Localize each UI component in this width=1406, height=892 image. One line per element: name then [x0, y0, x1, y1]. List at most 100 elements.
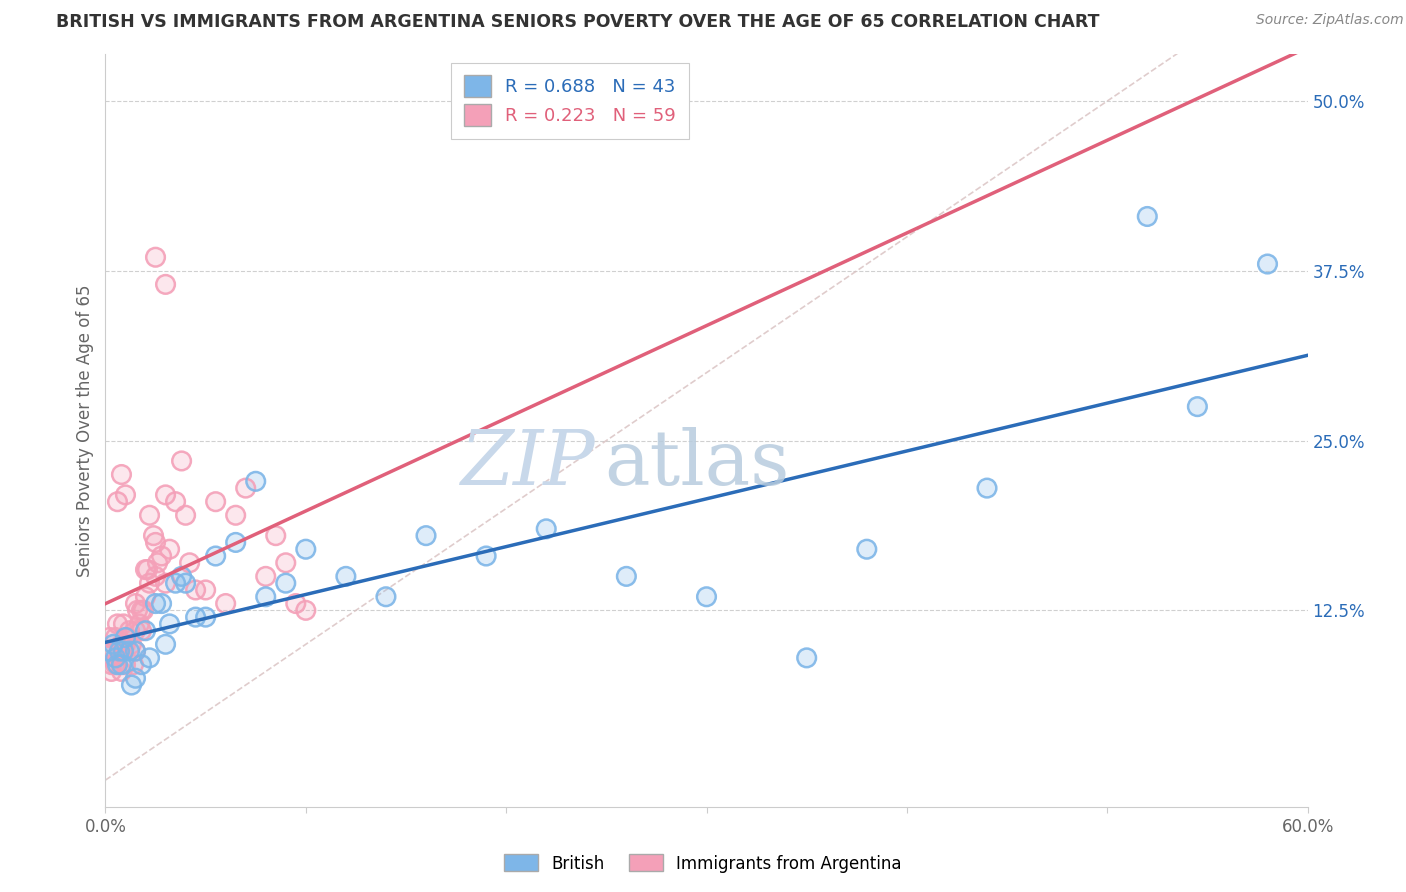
- Point: [145, 535, 167, 549]
- Point: [1136, 210, 1159, 224]
- Point: [118, 624, 141, 638]
- Point: [96, 644, 118, 658]
- Point: [124, 644, 146, 658]
- Point: [110, 665, 132, 679]
- Point: [174, 576, 197, 591]
- Point: [107, 657, 129, 672]
- Point: [184, 582, 207, 597]
- Point: [150, 549, 173, 563]
- Point: [108, 644, 131, 658]
- Point: [146, 556, 169, 570]
- Point: [150, 597, 173, 611]
- Point: [138, 651, 160, 665]
- Point: [114, 657, 136, 672]
- Point: [1187, 400, 1209, 414]
- Point: [415, 528, 437, 542]
- Point: [122, 657, 145, 672]
- Point: [155, 576, 177, 591]
- Point: [165, 494, 187, 508]
- Point: [114, 637, 136, 651]
- Point: [138, 508, 160, 523]
- Point: [100, 657, 122, 672]
- Point: [107, 616, 129, 631]
- Point: [696, 590, 718, 604]
- Point: [150, 597, 173, 611]
- Point: [274, 556, 297, 570]
- Point: [100, 657, 122, 672]
- Point: [374, 590, 398, 604]
- Point: [124, 671, 146, 685]
- Point: [124, 597, 146, 611]
- Point: [225, 535, 247, 549]
- Point: [1136, 210, 1159, 224]
- Point: [124, 644, 146, 658]
- Point: [107, 494, 129, 508]
- Point: [335, 569, 357, 583]
- Point: [1257, 257, 1279, 271]
- Point: [98, 644, 121, 658]
- Point: [170, 454, 193, 468]
- Point: [245, 475, 267, 489]
- Point: [150, 549, 173, 563]
- Point: [155, 637, 177, 651]
- Text: ZIP: ZIP: [461, 427, 596, 501]
- Point: [117, 631, 139, 645]
- Point: [104, 651, 127, 665]
- Point: [98, 631, 121, 645]
- Point: [135, 590, 157, 604]
- Point: [616, 569, 638, 583]
- Point: [136, 563, 159, 577]
- Point: [131, 657, 153, 672]
- Point: [138, 651, 160, 665]
- Point: [114, 631, 136, 645]
- Point: [159, 542, 181, 557]
- Point: [145, 569, 167, 583]
- Point: [131, 603, 153, 617]
- Point: [142, 528, 165, 542]
- Legend: R = 0.688   N = 43, R = 0.223   N = 59: R = 0.688 N = 43, R = 0.223 N = 59: [451, 62, 689, 139]
- Point: [616, 569, 638, 583]
- Point: [104, 631, 127, 645]
- Point: [110, 467, 132, 482]
- Point: [235, 481, 257, 495]
- Point: [103, 644, 125, 658]
- Point: [136, 563, 159, 577]
- Point: [254, 569, 277, 583]
- Point: [204, 494, 226, 508]
- Point: [165, 576, 187, 591]
- Point: [295, 603, 318, 617]
- Point: [128, 616, 150, 631]
- Point: [274, 576, 297, 591]
- Point: [117, 631, 139, 645]
- Point: [254, 590, 277, 604]
- Point: [179, 556, 201, 570]
- Point: [114, 637, 136, 651]
- Point: [696, 590, 718, 604]
- Point: [155, 488, 177, 502]
- Point: [96, 644, 118, 658]
- Point: [254, 569, 277, 583]
- Point: [254, 590, 277, 604]
- Point: [245, 475, 267, 489]
- Point: [145, 569, 167, 583]
- Point: [194, 610, 217, 624]
- Point: [132, 603, 155, 617]
- Point: [135, 590, 157, 604]
- Point: [118, 644, 141, 658]
- Point: [184, 610, 207, 624]
- Point: [114, 488, 136, 502]
- Point: [155, 637, 177, 651]
- Point: [127, 603, 149, 617]
- Point: [284, 597, 307, 611]
- Point: [796, 651, 818, 665]
- Point: [110, 665, 132, 679]
- Point: [264, 528, 287, 542]
- Point: [159, 616, 181, 631]
- Point: [855, 542, 877, 557]
- Point: [108, 644, 131, 658]
- Point: [138, 576, 160, 591]
- Point: [108, 644, 131, 658]
- Point: [124, 644, 146, 658]
- Point: [108, 644, 131, 658]
- Point: [374, 590, 398, 604]
